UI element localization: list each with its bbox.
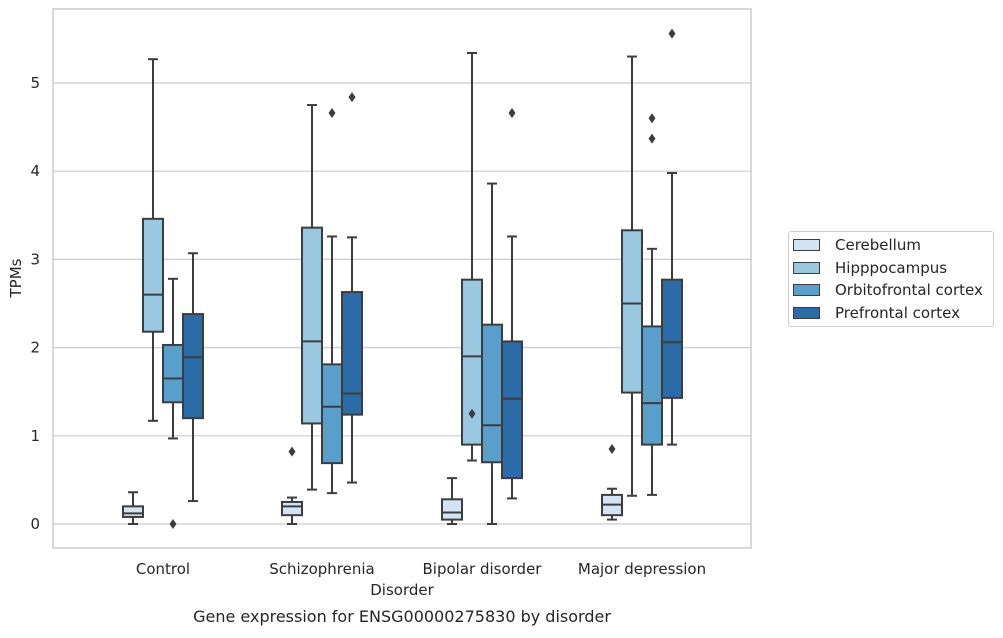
iqr-box (621, 229, 643, 394)
x-tick-label-major-depression: Major depression (578, 560, 706, 578)
box-cerebellum-schizophrenia (281, 446, 303, 525)
outlier-point (648, 133, 656, 144)
iqr-box (142, 217, 164, 333)
outlier-point (668, 28, 676, 39)
outlier-point (608, 444, 616, 455)
iqr-box (641, 325, 663, 446)
legend-item-orbitofrontal-cortex: Orbitofrontal cortex (793, 280, 983, 300)
y-tick-label-2: 2 (30, 339, 40, 357)
outlier-point (169, 519, 177, 529)
outlier-point (348, 92, 356, 103)
y-tick-label-1: 1 (30, 427, 40, 445)
box-cerebellum-control (122, 491, 144, 525)
legend-item-hippocampus: Hipppocampus (793, 258, 947, 278)
iqr-box (301, 226, 323, 425)
x-tick-label-control: Control (136, 560, 190, 578)
iqr-box (162, 343, 184, 404)
x-tick-labels: Control Schizophrenia Bipolar disorder Majo… (136, 560, 706, 578)
y-tick-label-4: 4 (30, 162, 40, 180)
iqr-box (281, 500, 303, 517)
iqr-box (461, 278, 483, 446)
legend-label-hippocampus: Hipppocampus (835, 259, 948, 277)
box-hipppocampus-major-depression (621, 55, 643, 497)
legend-item-prefrontal-cortex: Prefrontal cortex (793, 303, 960, 323)
y-axis-label: TPMs (7, 258, 25, 298)
iqr-box (122, 505, 144, 518)
iqr-box (341, 291, 363, 416)
outlier-point (288, 446, 296, 457)
legend: Cerebellum Hipppocampus Orbitofrontal co… (788, 231, 994, 327)
box-cerebellum-major-depression (601, 444, 623, 521)
y-tick-labels: 0 1 2 3 4 5 (30, 74, 40, 533)
iqr-box (321, 363, 343, 465)
box-orbitofrontal-cortex-major-depression (641, 113, 663, 496)
iqr-box (182, 313, 204, 420)
legend-label-cerebellum: Cerebellum (835, 236, 921, 254)
y-tick-label-3: 3 (30, 250, 40, 268)
box-cerebellum-bipolar-disorder (441, 477, 463, 525)
box-prefrontal-cortex-control (182, 252, 204, 503)
box-hipppocampus-control (142, 58, 164, 422)
box-prefrontal-cortex-bipolar-disorder (501, 107, 523, 500)
legend-label-prefrontal-cortex: Prefrontal cortex (835, 304, 960, 322)
outlier-point (648, 113, 656, 124)
y-tick-label-5: 5 (30, 74, 40, 92)
outlier-point (328, 107, 336, 118)
y-tick-label-0: 0 (30, 515, 40, 533)
iqr-box (481, 323, 503, 464)
x-axis-label: Disorder (370, 581, 434, 599)
box-orbitofrontal-cortex-control (162, 277, 184, 529)
legend-swatch-orbitofrontal-cortex (793, 284, 820, 296)
iqr-box (441, 498, 463, 521)
box-prefrontal-cortex-major-depression (661, 28, 683, 446)
legend-swatch-hippocampus (793, 262, 820, 274)
iqr-box (661, 278, 683, 399)
outlier-point (468, 408, 476, 419)
box-hipppocampus-schizophrenia (301, 104, 323, 491)
box-series (122, 28, 683, 529)
legend-item-cerebellum: Cerebellum (793, 235, 921, 255)
x-tick-label-schizophrenia: Schizophrenia (269, 560, 374, 578)
x-tick-label-bipolar-disorder: Bipolar disorder (423, 560, 543, 578)
legend-label-orbitofrontal-cortex: Orbitofrontal cortex (835, 281, 983, 299)
box-orbitofrontal-cortex-schizophrenia (321, 107, 343, 495)
chart-caption: Gene expression for ENSG00000275830 by d… (193, 607, 611, 626)
iqr-box (501, 340, 523, 480)
legend-swatch-prefrontal-cortex (793, 307, 820, 319)
legend-swatch-cerebellum (793, 239, 820, 251)
outlier-point (508, 107, 516, 118)
box-hipppocampus-bipolar-disorder (461, 52, 483, 462)
box-prefrontal-cortex-schizophrenia (341, 92, 363, 484)
